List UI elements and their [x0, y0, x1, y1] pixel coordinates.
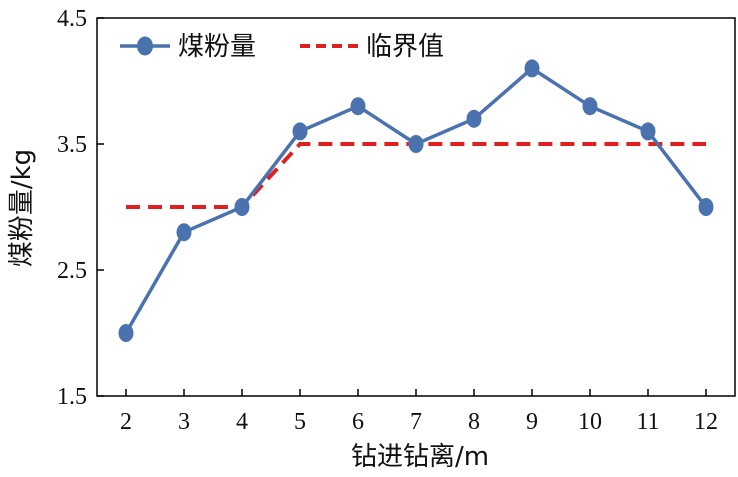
- x-tick-label: 7: [410, 409, 422, 435]
- data-point: [698, 198, 714, 216]
- data-point: [292, 122, 308, 141]
- axes: 2 3 4 5 6 7 8 9 10 11 12 1.5 2.5 3.5 4.5: [57, 6, 736, 435]
- series-layer: [118, 59, 714, 342]
- series-line-coal-powder: [124, 66, 708, 334]
- legend-label-critical-value: 临界值: [366, 32, 444, 62]
- x-tick-label: 6: [352, 409, 364, 435]
- y-tick-label: 4.5: [57, 6, 87, 32]
- data-point: [640, 122, 656, 141]
- x-tick-label: 3: [178, 409, 190, 435]
- x-tick-label: 2: [120, 409, 132, 435]
- data-point: [466, 109, 482, 128]
- x-tick-label: 8: [468, 409, 480, 435]
- series-line-critical-value: [126, 142, 706, 209]
- legend-label-coal-powder: 煤粉量: [178, 32, 256, 62]
- x-tick-label: 5: [294, 409, 306, 435]
- x-axis-label: 钻进钻离/m: [351, 442, 489, 472]
- x-tick-label: 9: [526, 409, 538, 435]
- data-point: [176, 223, 192, 242]
- x-tick-label: 4: [236, 409, 248, 435]
- data-point: [408, 135, 424, 153]
- legend: 煤粉量 临界值: [120, 32, 444, 62]
- y-axis-label: 煤粉量/kg: [7, 149, 37, 267]
- data-point: [582, 97, 598, 116]
- data-point: [350, 97, 366, 116]
- legend-marker-coal-powder: [137, 36, 153, 56]
- y-tick-label: 3.5: [57, 132, 87, 158]
- data-point: [234, 198, 250, 216]
- data-point: [524, 59, 540, 78]
- x-tick-label: 10: [578, 409, 602, 435]
- y-tick-label: 2.5: [57, 258, 87, 284]
- y-tick-label: 1.5: [57, 384, 87, 410]
- data-point: [118, 324, 134, 342]
- x-tick-label: 12: [694, 409, 718, 435]
- x-tick-label: 11: [636, 409, 659, 435]
